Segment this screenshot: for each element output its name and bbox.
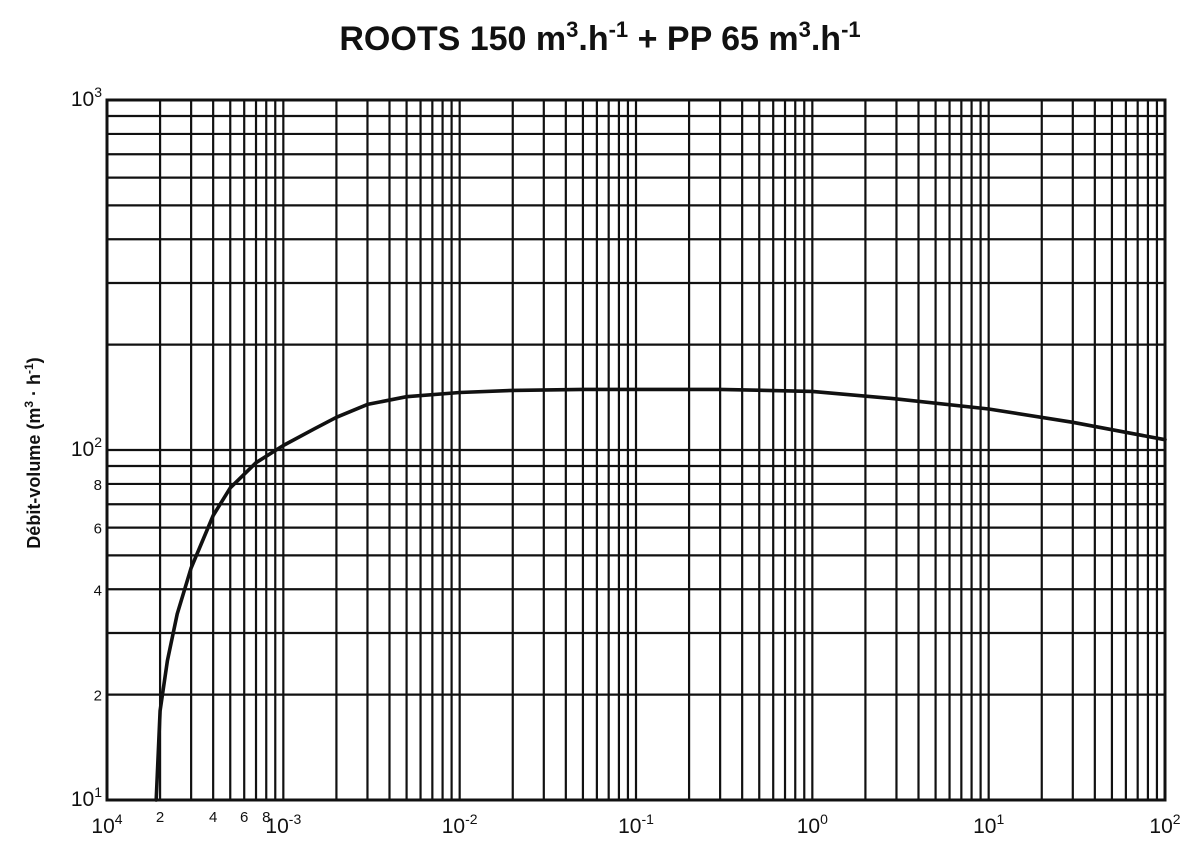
- curve-layer: [154, 387, 1167, 802]
- x-minor-tick-label: 6: [240, 809, 248, 826]
- x-tick-label: 102: [1149, 811, 1180, 838]
- x-tick-label: 100: [797, 811, 828, 838]
- y-tick-label: 102: [71, 434, 102, 461]
- x-minor-tick-label: 4: [209, 809, 217, 826]
- y-minor-tick-label: 4: [94, 582, 102, 599]
- x-tick-label: 10-1: [618, 811, 654, 838]
- x-tick-label: 10-2: [442, 811, 478, 838]
- y-tick-label: 101: [71, 784, 102, 811]
- x-minor-tick-label: 2: [156, 809, 164, 826]
- y-minor-tick-label: 2: [94, 688, 102, 705]
- y-axis-label: Débit-volume (m3 · h-1): [22, 357, 44, 548]
- y-tick-label: 103: [71, 84, 102, 111]
- y-minor-tick-label: 6: [94, 521, 102, 538]
- x-tick-label: 104: [91, 811, 122, 838]
- grid-lines: [105, 98, 1167, 802]
- x-minor-tick-label: 8: [262, 809, 270, 826]
- y-minor-tick-label: 8: [94, 477, 102, 494]
- x-tick-label: 101: [973, 811, 1004, 838]
- x-tick-label: 10-3: [265, 811, 301, 838]
- series-line: [154, 387, 1167, 802]
- chart-title: ROOTS 150 m3.h-1 + PP 65 m3.h-1: [339, 17, 860, 58]
- plot-frame: [105, 98, 1167, 802]
